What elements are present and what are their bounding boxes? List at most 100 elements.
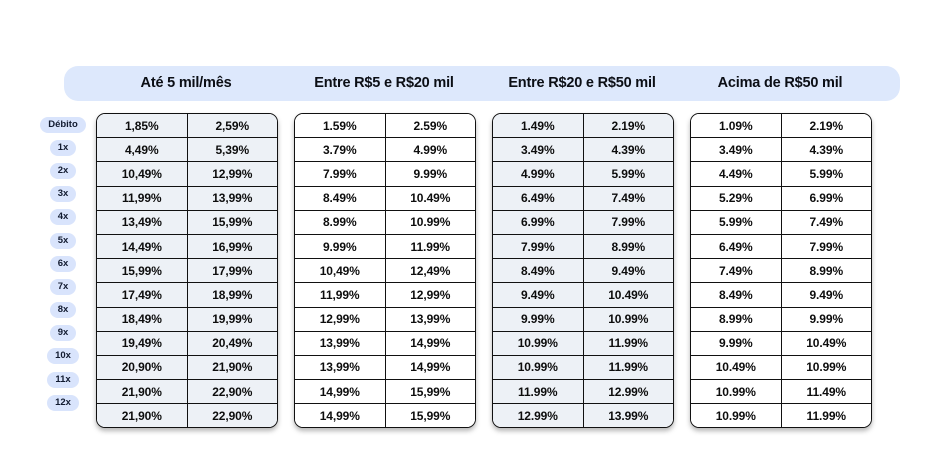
rate-cell: 7.99%	[493, 234, 584, 259]
rate-cell: 8.99%	[295, 210, 386, 234]
installment-label-pill: 11x	[47, 371, 79, 388]
rate-cell: 2,59%	[187, 114, 277, 138]
installment-label-pill: 2x	[49, 162, 77, 179]
rate-cell: 8.99%	[781, 259, 871, 283]
rate-cell: 3.79%	[295, 138, 386, 162]
rate-cell: 15,99%	[187, 210, 277, 234]
table-row: 8.99% 9.99%	[691, 306, 871, 331]
tier-header-20-a-50-mil: Entre R$20 e R$50 mil	[508, 75, 656, 91]
table-row: 8.49% 9.49%	[691, 282, 871, 307]
label-row: 11x	[34, 368, 92, 391]
rate-cell: 12.99%	[583, 380, 673, 404]
installment-label-pill: 8x	[49, 302, 77, 319]
installment-label-pill: 3x	[49, 186, 77, 203]
rate-cell: 5,39%	[187, 138, 277, 162]
rate-cell: 9.99%	[385, 162, 475, 186]
rate-cell: 11.99%	[781, 404, 871, 428]
rate-cell: 5.29%	[691, 186, 782, 210]
rate-cell: 14,99%	[295, 380, 386, 404]
rate-cell: 7.99%	[295, 162, 386, 186]
rate-cell: 4.99%	[493, 162, 584, 186]
rate-cell: 5.99%	[691, 210, 782, 234]
label-row: 1x	[34, 136, 92, 159]
rate-cell: 10.99%	[691, 404, 782, 428]
rate-cell: 4.39%	[583, 138, 673, 162]
rate-cell: 10.99%	[385, 210, 475, 234]
rate-cell: 11,99%	[295, 283, 386, 307]
rate-cell: 11.99%	[583, 331, 673, 355]
rate-cell: 9.99%	[691, 331, 782, 355]
rate-cell: 12,99%	[385, 283, 475, 307]
rate-cell: 14,99%	[385, 331, 475, 355]
table-row: 1,85% 2,59%	[97, 114, 277, 138]
rate-cell: 8.49%	[493, 259, 584, 283]
table-row: 1.09% 2.19%	[691, 114, 871, 138]
table-row: 4,49% 5,39%	[97, 137, 277, 162]
table-row: 1.59% 2.59%	[295, 114, 475, 138]
table-row: 6.49% 7.49%	[493, 185, 673, 210]
rate-cell: 14,99%	[295, 404, 386, 428]
rate-cell: 6.99%	[781, 186, 871, 210]
rate-cell: 4,49%	[97, 138, 188, 162]
rate-cell: 18,99%	[187, 283, 277, 307]
rate-cell: 5.99%	[781, 162, 871, 186]
rate-cell: 21,90%	[97, 380, 188, 404]
table-row: 7.49% 8.99%	[691, 258, 871, 283]
rates-table-tier-3: 1.49% 2.19% 3.49% 4.39% 4.99% 5.99% 6.49% 7.49%…	[492, 113, 674, 429]
table-row: 14,49% 16,99%	[97, 233, 277, 259]
rate-cell: 10.49%	[583, 283, 673, 307]
rate-cell: 9.49%	[583, 259, 673, 283]
table-row: 4.49% 5.99%	[691, 161, 871, 186]
rate-cell: 10.49%	[385, 186, 475, 210]
rate-cell: 17,49%	[97, 283, 188, 307]
rate-cell: 6.49%	[691, 234, 782, 259]
table-row: 9.99% 10.99%	[493, 306, 673, 331]
rate-cell: 20,49%	[187, 331, 277, 355]
rates-table-tier-1: 1,85% 2,59% 4,49% 5,39% 10,49% 12,99% 11,99% 13…	[96, 113, 278, 429]
rate-cell: 16,99%	[187, 234, 277, 259]
table-row: 6.49% 7.99%	[691, 233, 871, 259]
table-row: 7.99% 8.99%	[493, 233, 673, 259]
table-row: 12.99% 13.99%	[493, 403, 673, 428]
label-row: 5x	[34, 229, 92, 252]
tier-header-5-a-20-mil: Entre R$5 e R$20 mil	[314, 75, 454, 91]
installment-label-pill: Débito	[40, 116, 86, 133]
table-row: 19,49% 20,49%	[97, 330, 277, 355]
table-row: 1.49% 2.19%	[493, 114, 673, 138]
label-row: 3x	[34, 183, 92, 206]
installment-label-pill: 12x	[47, 394, 79, 411]
rate-cell: 10,49%	[97, 162, 188, 186]
tier-header-acima-50-mil: Acima de R$50 mil	[717, 75, 843, 91]
rate-cell: 10.99%	[493, 331, 584, 355]
rate-cell: 13.99%	[583, 404, 673, 428]
rate-cell: 6.49%	[493, 186, 584, 210]
table-row: 11,99% 13,99%	[97, 185, 277, 210]
table-row: 17,49% 18,99%	[97, 282, 277, 307]
table-row: 11.99% 12.99%	[493, 379, 673, 404]
rate-cell: 4.39%	[781, 138, 871, 162]
rate-cell: 13,99%	[385, 307, 475, 331]
rate-cell: 15,99%	[385, 404, 475, 428]
table-row: 18,49% 19,99%	[97, 306, 277, 331]
rate-cell: 5.99%	[583, 162, 673, 186]
table-row: 8.49% 9.49%	[493, 258, 673, 283]
rate-cell: 7.99%	[583, 210, 673, 234]
table-row: 13,49% 15,99%	[97, 209, 277, 234]
rate-cell: 11,99%	[97, 186, 188, 210]
rate-cell: 2.19%	[781, 114, 871, 138]
rate-cell: 14,99%	[385, 355, 475, 380]
rates-table-tier-2: 1.59% 2.59% 3.79% 4.99% 7.99% 9.99% 8.49% 10.49…	[294, 113, 476, 429]
installment-label-pill: 10x	[47, 348, 79, 365]
rate-cell: 10.49%	[781, 331, 871, 355]
table-row: 9.49% 10.49%	[493, 282, 673, 307]
rate-cell: 13,99%	[295, 331, 386, 355]
label-row: 2x	[34, 159, 92, 182]
table-row: 13,99% 14,99%	[295, 354, 475, 380]
rate-cell: 10,49%	[295, 259, 386, 283]
rate-cell: 11.49%	[781, 380, 871, 404]
rate-cell: 12,99%	[295, 307, 386, 331]
rate-cell: 8.49%	[691, 283, 782, 307]
rate-cell: 21,90%	[187, 355, 277, 380]
rate-cell: 1.49%	[493, 114, 584, 138]
